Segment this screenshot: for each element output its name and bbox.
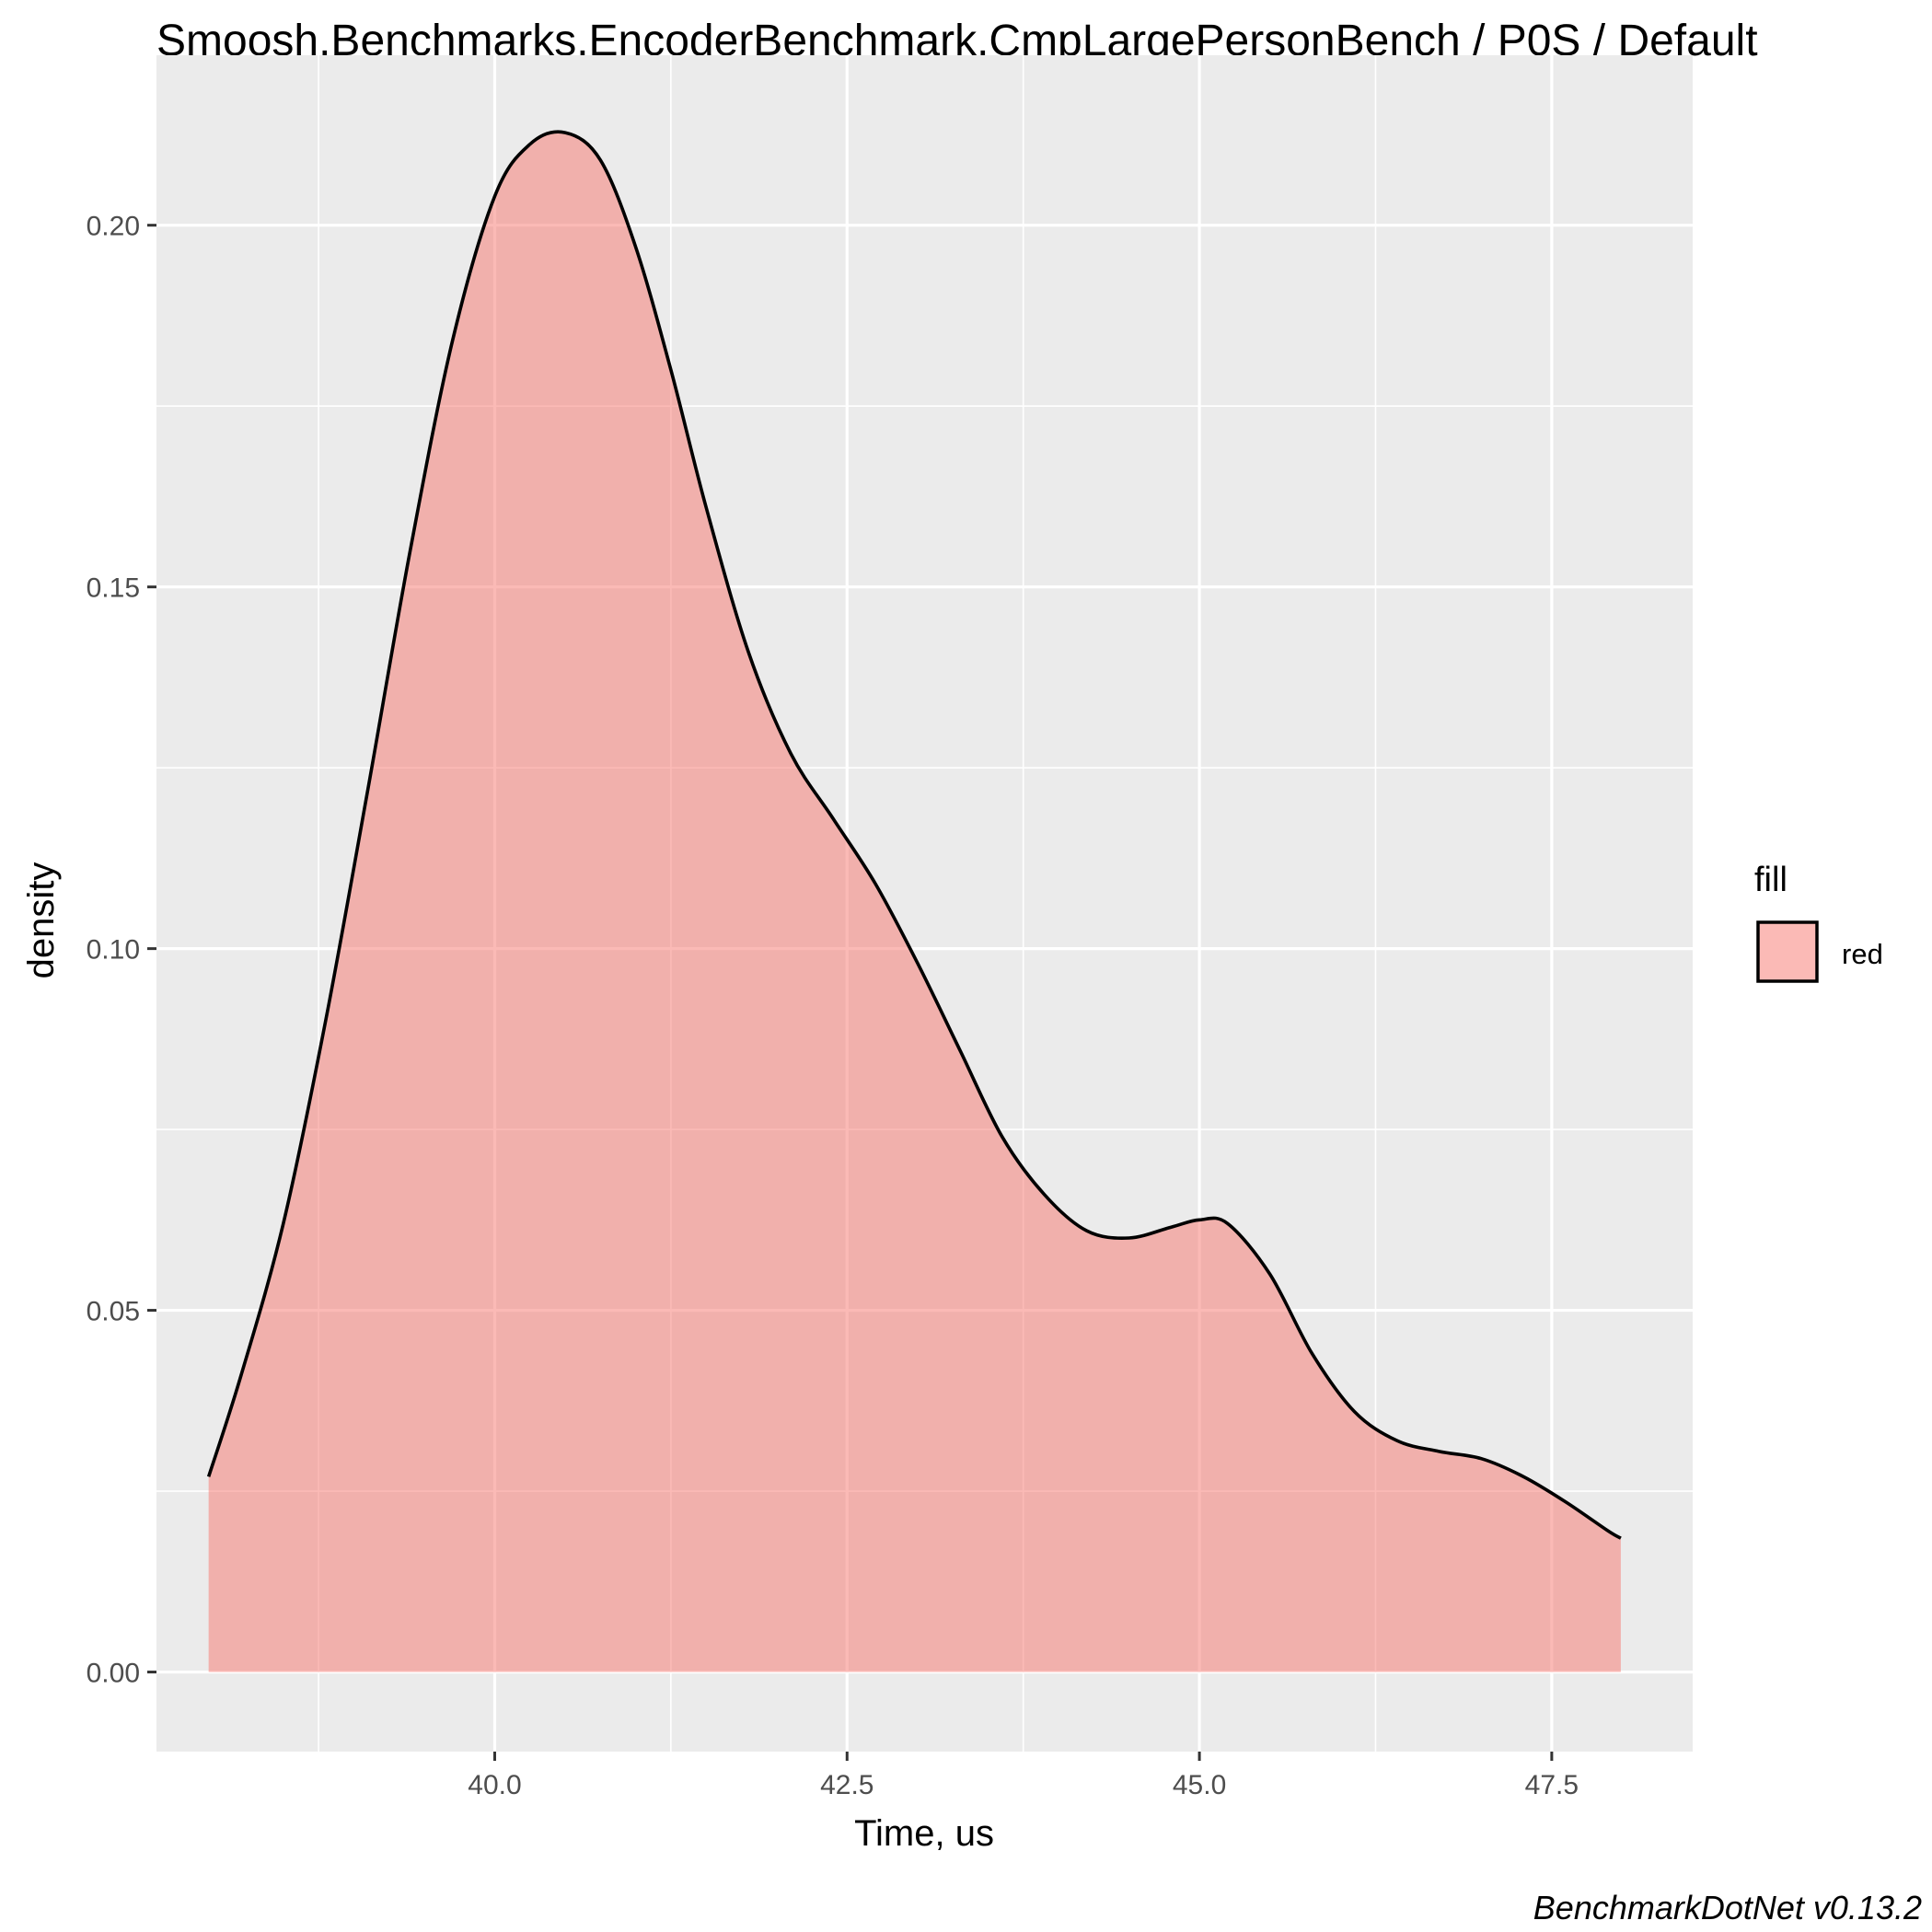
legend-label-red: red [1842, 938, 1883, 970]
legend-swatch-red [1756, 920, 1819, 983]
y-tick-label: 0.10 [87, 935, 140, 966]
y-tick-label: 0.00 [87, 1659, 140, 1689]
density-area [208, 132, 1621, 1672]
x-tick-label: 40.0 [468, 1770, 521, 1800]
y-axis: 0.00 0.05 0.10 0.15 0.20 [87, 212, 156, 1689]
y-tick-label: 0.20 [87, 212, 140, 242]
y-tick-label: 0.05 [87, 1297, 140, 1327]
x-tick-label: 47.5 [1525, 1770, 1579, 1800]
x-axis: 40.0 42.5 45.0 47.5 [468, 1752, 1579, 1800]
x-axis-title: Time, us [854, 1813, 994, 1854]
caption: BenchmarkDotNet v0.13.2 [1533, 1889, 1922, 1926]
x-tick-label: 45.0 [1173, 1770, 1226, 1800]
legend-title: fill [1754, 861, 1787, 899]
legend: fill red [1754, 861, 1883, 983]
x-tick-label: 42.5 [820, 1770, 873, 1800]
y-axis-title: density [21, 862, 62, 979]
y-tick-label: 0.15 [87, 573, 140, 604]
density-line [206, 130, 1622, 1540]
